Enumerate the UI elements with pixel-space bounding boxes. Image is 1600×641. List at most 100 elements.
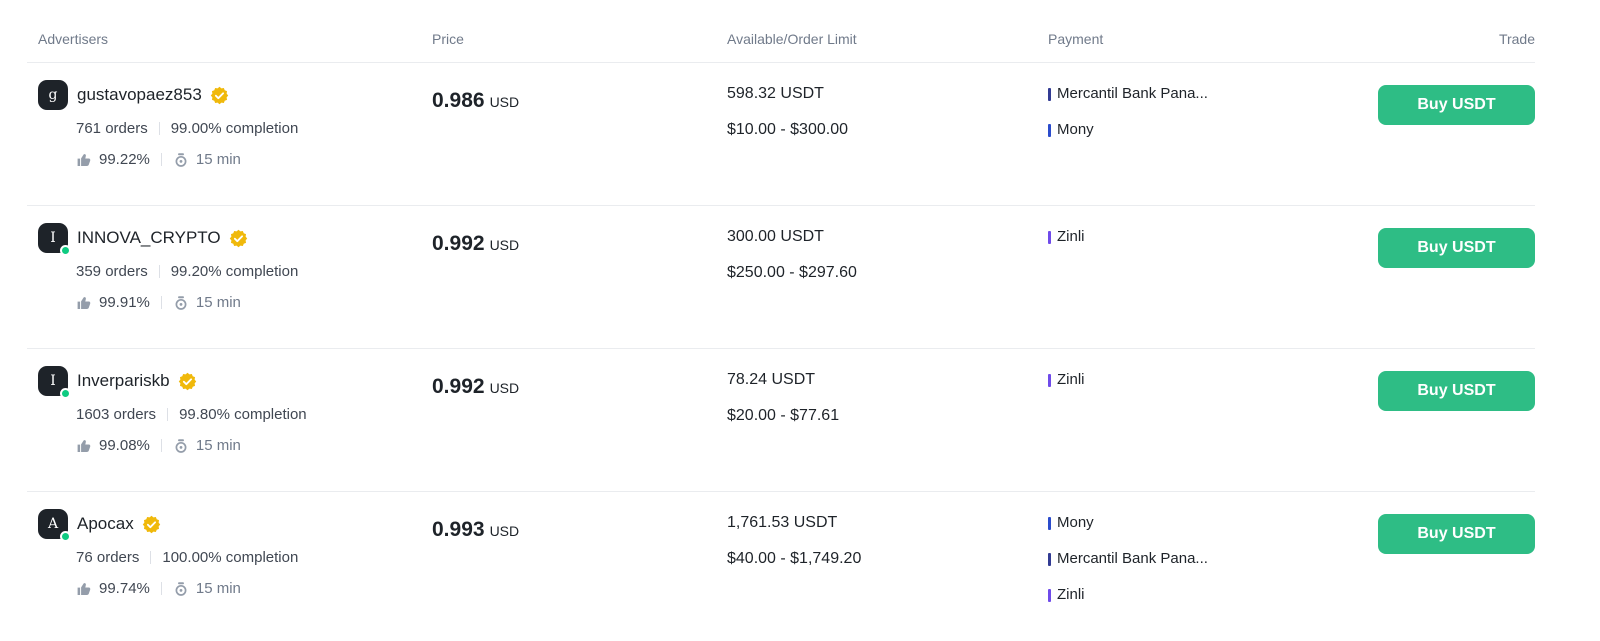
price-currency: USD: [489, 380, 520, 396]
column-header-payment: Payment: [1048, 31, 1104, 47]
advertiser-avatar[interactable]: I: [38, 223, 71, 256]
payment-method: Zinli: [1048, 584, 1378, 606]
payment-method-bar: [1048, 588, 1051, 602]
offer-row: g gustavopaez853 761 orders 99.00% compl…: [27, 63, 1535, 206]
online-indicator: [60, 531, 71, 542]
payment-method: Mony: [1048, 512, 1378, 534]
release-time: 15 min: [195, 437, 241, 454]
positive-feedback-rate: 99.08%: [99, 437, 150, 454]
payment-method-label: Zinli: [1057, 228, 1085, 245]
payment-method-bar: [1048, 516, 1051, 530]
stat-separator: [158, 122, 160, 135]
positive-feedback-rate: 99.22%: [99, 151, 150, 168]
payment-method-bar: [1048, 87, 1051, 101]
completion-rate: 99.80% completion: [179, 406, 307, 423]
stat-separator: [150, 551, 152, 564]
online-indicator: [60, 245, 71, 256]
advertiser-name[interactable]: Inverpariskb: [77, 371, 170, 390]
thumbs-up-icon: [77, 439, 91, 452]
table-header: Advertisers Price Available/Order Limit …: [27, 0, 1535, 63]
avatar-letter: I: [50, 373, 56, 389]
payment-method: Zinli: [1048, 226, 1378, 248]
available-amount: 78.24 USDT: [727, 371, 816, 388]
price-value: 0.992: [432, 375, 485, 398]
verified-badge-icon: [141, 514, 161, 534]
release-time: 15 min: [195, 294, 241, 311]
avatar-letter: I: [50, 230, 56, 246]
stat-separator: [167, 408, 169, 421]
payment-method-bar: [1048, 123, 1051, 137]
available-amount: 300.00 USDT: [727, 228, 824, 245]
payment-method-label: Zinli: [1057, 586, 1085, 603]
column-header-price: Price: [432, 31, 464, 47]
offer-row: I Inverpariskb 1603 orders 99.80% comple…: [27, 349, 1535, 492]
available-amount: 598.32 USDT: [727, 85, 824, 102]
timer-icon: [175, 294, 187, 310]
verified-badge-icon: [177, 371, 197, 391]
order-limit: $250.00 - $297.60: [727, 264, 857, 281]
timer-icon: [175, 580, 187, 596]
completion-rate: 99.00% completion: [170, 120, 299, 137]
buy-usdt-button[interactable]: Buy USDT: [1378, 514, 1535, 554]
price-currency: USD: [489, 94, 520, 110]
buy-usdt-button[interactable]: Buy USDT: [1378, 85, 1535, 125]
orders-count: 359 orders: [76, 263, 148, 280]
order-limit: $10.00 - $300.00: [727, 121, 848, 138]
buy-usdt-button[interactable]: Buy USDT: [1378, 371, 1535, 411]
payment-method: Mercantil Bank Pana...: [1048, 83, 1378, 105]
orders-count: 1603 orders: [76, 406, 157, 423]
avatar-letter: A: [47, 516, 59, 532]
payment-method: Zinli: [1048, 369, 1378, 391]
completion-rate: 99.20% completion: [170, 263, 299, 280]
payment-method: Mercantil Bank Pana...: [1048, 548, 1378, 570]
payment-method-bar: [1048, 552, 1051, 566]
completion-rate: 100.00% completion: [162, 549, 299, 566]
stat-separator: [160, 153, 162, 166]
available-amount: 1,761.53 USDT: [727, 514, 838, 531]
timer-icon: [175, 151, 187, 167]
column-header-available-order-limit: Available/Order Limit: [727, 31, 857, 47]
payment-method-label: Mercantil Bank Pana...: [1057, 85, 1208, 102]
payment-method-label: Mercantil Bank Pana...: [1057, 550, 1208, 567]
price-currency: USD: [489, 237, 520, 253]
orders-count: 761 orders: [76, 120, 148, 137]
thumbs-up-icon: [77, 153, 91, 166]
online-indicator: [60, 388, 71, 399]
stat-separator: [160, 296, 162, 309]
price-currency: USD: [489, 523, 520, 539]
price-value: 0.986: [432, 89, 485, 112]
column-header-advertisers: Advertisers: [38, 31, 109, 47]
stat-separator: [160, 439, 162, 452]
verified-badge-icon: [209, 85, 229, 105]
stat-separator: [160, 582, 162, 595]
thumbs-up-icon: [77, 296, 91, 309]
payment-method: Mony: [1048, 119, 1378, 141]
positive-feedback-rate: 99.74%: [99, 580, 150, 597]
payment-method-label: Mony: [1057, 514, 1094, 531]
avatar-letter: g: [48, 87, 58, 103]
orders-count: 76 orders: [76, 549, 140, 566]
price-value: 0.992: [432, 232, 485, 255]
advertiser-avatar[interactable]: A: [38, 509, 71, 542]
timer-icon: [175, 437, 187, 453]
stat-separator: [158, 265, 160, 278]
payment-method-bar: [1048, 373, 1051, 387]
thumbs-up-icon: [77, 582, 91, 595]
buy-usdt-button[interactable]: Buy USDT: [1378, 228, 1535, 268]
advertiser-name[interactable]: gustavopaez853: [77, 85, 202, 104]
p2p-offers-table: Advertisers Price Available/Order Limit …: [27, 0, 1535, 635]
advertiser-name[interactable]: INNOVA_CRYPTO: [77, 228, 221, 247]
order-limit: $40.00 - $1,749.20: [727, 550, 862, 567]
advertiser-avatar[interactable]: g: [38, 80, 68, 110]
offer-row: I INNOVA_CRYPTO 359 orders 99.20% comple…: [27, 206, 1535, 349]
column-header-trade: Trade: [1498, 31, 1535, 47]
positive-feedback-rate: 99.91%: [99, 294, 150, 311]
advertiser-name[interactable]: Apocax: [77, 514, 134, 533]
verified-badge-icon: [228, 228, 248, 248]
order-limit: $20.00 - $77.61: [727, 407, 840, 424]
release-time: 15 min: [195, 151, 241, 168]
release-time: 15 min: [195, 580, 241, 597]
payment-method-label: Zinli: [1057, 371, 1085, 388]
advertiser-avatar[interactable]: I: [38, 366, 71, 399]
payment-method-label: Mony: [1057, 121, 1094, 138]
